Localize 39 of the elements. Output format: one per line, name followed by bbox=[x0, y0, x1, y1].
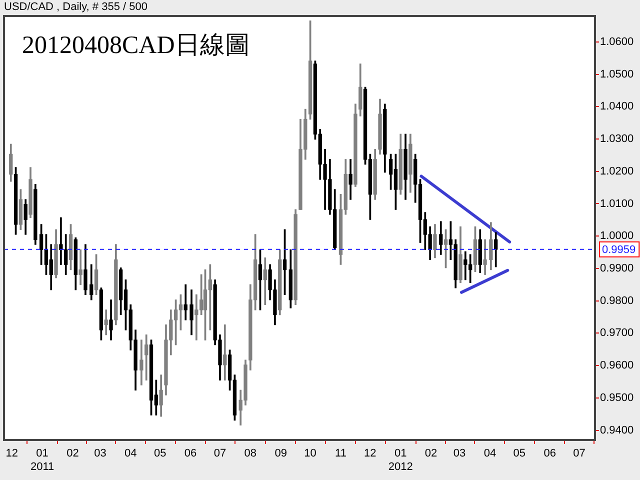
text: 20120408CAD日線圖 bbox=[22, 31, 250, 61]
x-tick-label: 01 2011 bbox=[30, 448, 54, 473]
y-tick-label: 1.0400 bbox=[600, 100, 634, 113]
y-tick-label: 0.9400 bbox=[600, 424, 634, 436]
y-tick-label: 1.0600 bbox=[600, 36, 634, 48]
x-tick-label: 03 bbox=[94, 448, 106, 460]
x-tick-label: 11 bbox=[335, 448, 346, 460]
candlestick bbox=[59, 217, 63, 265]
x-tick-label: 12 bbox=[364, 448, 376, 460]
x-tick-label: 07 bbox=[573, 448, 586, 460]
x-tick-label: 01 2012 bbox=[388, 448, 413, 473]
y-tick-label: 1.0200 bbox=[600, 165, 634, 178]
x-tick-label: 10 bbox=[304, 448, 316, 460]
chart-subtitle: USD/CAD , Daily, # 355 / 500 bbox=[4, 0, 148, 14]
x-tick-label: 08 bbox=[244, 448, 257, 460]
x-tick-label: 06 bbox=[544, 448, 556, 460]
x-tick-label: 04 bbox=[124, 448, 137, 460]
x-tick-label: 02 bbox=[66, 448, 79, 460]
y-tick-label: 1.0100 bbox=[600, 198, 634, 210]
y-tick-label: 0.9900 bbox=[600, 262, 634, 274]
x-tick-label: 04 bbox=[484, 448, 496, 460]
candlestick bbox=[184, 284, 188, 320]
y-tick-label: 0.9700 bbox=[600, 327, 634, 340]
candlestick bbox=[78, 249, 82, 285]
x-tick-label: 05 bbox=[154, 448, 166, 460]
x-tick-label: 05 bbox=[513, 448, 526, 460]
y-tick-label: 1.0000 bbox=[600, 230, 634, 242]
y-tick-label: 1.0300 bbox=[600, 133, 634, 146]
x-tick-label: 09 bbox=[274, 448, 287, 460]
y-tick-label: 0.9800 bbox=[600, 294, 634, 307]
x-tick-label: 06 bbox=[184, 448, 197, 460]
x-tick-label: 07 bbox=[214, 448, 226, 460]
x-tick-label: 02 bbox=[424, 448, 438, 460]
x-tick-label: 12 bbox=[6, 448, 18, 460]
y-tick-label: 0.9600 bbox=[600, 360, 634, 372]
ref-line-label: 0.9959 bbox=[602, 244, 636, 256]
y-tick-label: 1.0500 bbox=[600, 68, 634, 80]
y-tick-label: 0.9500 bbox=[600, 392, 634, 404]
x-tick-label: 03 bbox=[453, 448, 466, 460]
